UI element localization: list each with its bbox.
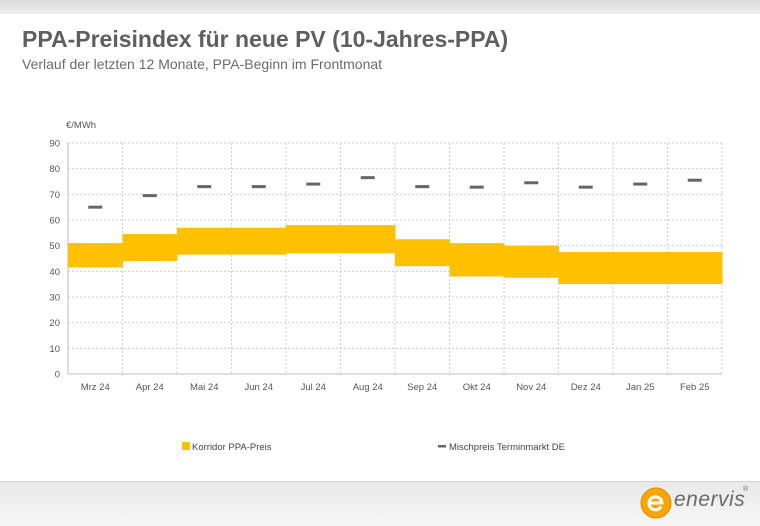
y-tick-label: 60 — [49, 216, 60, 227]
logo-wordmark: enervis — [674, 488, 746, 511]
mix-price-marker — [306, 182, 321, 186]
mix-price-marker — [524, 181, 539, 185]
corridor-bar — [177, 227, 232, 255]
mix-price-marker — [360, 176, 375, 180]
mix-price-marker — [197, 185, 212, 189]
corridor-bar — [504, 245, 559, 278]
chart: 0 10 20 30 40 50 60 70 80 90 Mrz 24 Apr 24 Mai 24 Jun… — [49, 120, 723, 453]
mix-price-marker — [251, 185, 266, 189]
enervis-logo: enervis ® — [640, 485, 755, 521]
x-tick-label: Nov 24 — [516, 382, 546, 393]
mix-price-marker — [415, 185, 430, 189]
x-tick-label: Jan 25 — [626, 382, 655, 393]
corridor-bar — [558, 252, 614, 285]
legend: Korridor PPA-Preis Mischpreis Terminmark… — [182, 442, 565, 453]
y-tick-label: 80 — [49, 164, 60, 175]
y-tick-label: 40 — [49, 267, 60, 278]
mix-price-marker — [687, 178, 702, 182]
y-tick-label: 0 — [55, 370, 60, 381]
y-tick-label: 10 — [49, 344, 60, 355]
top-band — [0, 0, 760, 14]
x-tick-label: Okt 24 — [463, 382, 491, 393]
x-tick-label: Jun 24 — [244, 382, 273, 393]
y-tick-label: 50 — [49, 241, 60, 252]
page-title: PPA-Preisindex für neue PV (10-Jahres-PP… — [22, 26, 509, 52]
corridor-bar — [122, 234, 178, 262]
corridor-bar — [667, 252, 723, 285]
footer-band — [0, 481, 760, 526]
x-tick-label: Mai 24 — [190, 382, 219, 393]
corridor-bar — [231, 227, 287, 255]
legend-swatch-corridor — [182, 442, 190, 450]
x-tick-label: Apr 24 — [136, 382, 164, 393]
mix-price-marker — [142, 194, 157, 198]
y-tick-label: 30 — [49, 293, 60, 304]
corridor-bar — [449, 243, 505, 277]
y-tick-label: 90 — [49, 139, 60, 150]
y-tick-label: 20 — [49, 318, 60, 329]
page-subtitle: Verlauf der letzten 12 Monate, PPA-Begin… — [22, 56, 383, 72]
corridor-bar — [395, 239, 450, 267]
legend-swatch-mix — [438, 445, 446, 448]
mix-price-marker — [88, 205, 103, 209]
x-tick-label: Jul 24 — [301, 382, 326, 393]
y-tick-label: 70 — [49, 190, 60, 201]
corridor-bars-layer — [68, 225, 723, 285]
x-tick-label: Mrz 24 — [81, 382, 110, 393]
mix-price-marker — [633, 182, 648, 186]
x-tick-label: Sep 24 — [407, 382, 437, 393]
axis-layer: 0 10 20 30 40 50 60 70 80 90 Mrz 24 Apr 24 Mai 24 Jun… — [49, 139, 709, 394]
legend-label-corridor: Korridor PPA-Preis — [192, 442, 272, 453]
corridor-bar — [613, 252, 668, 285]
corridor-bar — [286, 225, 341, 254]
corridor-bar — [68, 243, 123, 268]
x-tick-label: Dez 24 — [571, 382, 601, 393]
logo-mark-icon — [640, 487, 672, 519]
mix-price-markers-layer — [88, 176, 702, 209]
x-tick-label: Aug 24 — [353, 382, 383, 393]
corridor-bar — [340, 225, 396, 254]
mix-price-marker — [469, 185, 484, 189]
x-tick-label: Feb 25 — [680, 382, 710, 393]
y-axis-unit-label: €/MWh — [66, 120, 96, 131]
logo-registered-mark: ® — [743, 486, 749, 493]
mix-price-marker — [578, 185, 593, 189]
legend-label-mix: Mischpreis Terminmarkt DE — [449, 442, 565, 453]
